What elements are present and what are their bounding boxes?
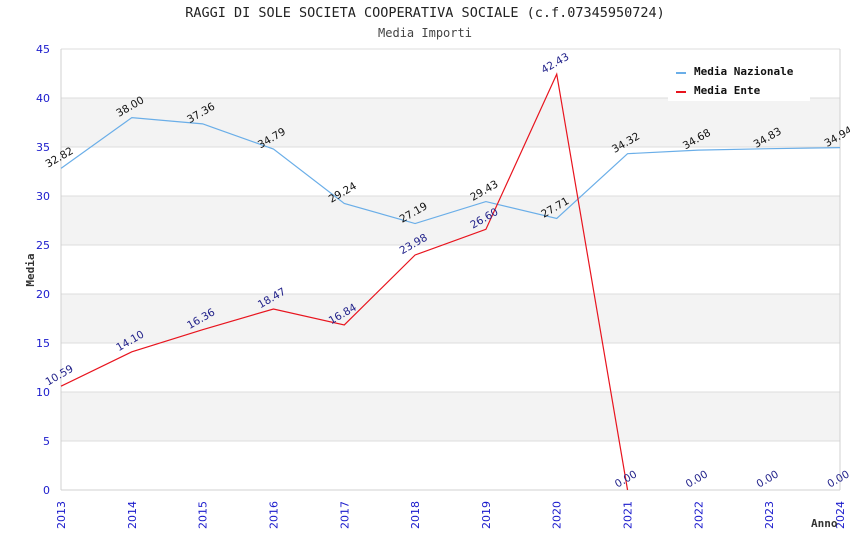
x-tick-label: 2018 bbox=[409, 501, 422, 529]
y-tick-label: 40 bbox=[36, 92, 50, 105]
y-tick-label: 0 bbox=[43, 484, 50, 497]
y-tick-label: 25 bbox=[36, 239, 50, 252]
y-tick-label: 20 bbox=[36, 288, 50, 301]
grid-band bbox=[61, 98, 840, 147]
y-tick-label: 5 bbox=[43, 435, 50, 448]
x-tick-label: 2022 bbox=[692, 501, 705, 529]
x-tick-labels: 2013 2014 2015 2016 2017 2018 2019 2020 2021 2022… bbox=[55, 501, 847, 529]
y-tick-label: 10 bbox=[36, 386, 50, 399]
x-tick-label: 2015 bbox=[197, 501, 210, 529]
grid-band bbox=[61, 294, 840, 343]
axes bbox=[60, 49, 841, 491]
legend-box bbox=[668, 60, 810, 101]
x-tick-label: 2024 bbox=[834, 501, 847, 529]
chart-subtitle: Media Importi bbox=[378, 26, 472, 40]
chart-title: RAGGI DI SOLE SOCIETA COOPERATIVA SOCIAL… bbox=[185, 5, 665, 21]
x-tick-label: 2017 bbox=[338, 501, 351, 529]
series-lines bbox=[60, 72, 841, 491]
series-line-media-ente bbox=[60, 72, 629, 491]
grid-band bbox=[61, 343, 840, 392]
background-bands bbox=[61, 49, 840, 490]
x-tick-label: 2020 bbox=[551, 501, 564, 529]
grid-band bbox=[61, 147, 840, 196]
grid-band bbox=[61, 441, 840, 490]
gridlines bbox=[61, 48, 840, 491]
legend-label-media-ente: Media Ente bbox=[694, 84, 761, 97]
grid-band bbox=[61, 245, 840, 294]
x-tick-label: 2013 bbox=[55, 501, 68, 529]
legend-label-media-nazionale: Media Nazionale bbox=[694, 65, 794, 78]
y-axis-title: Media bbox=[24, 253, 37, 286]
y-tick-labels: 0 5 10 15 20 25 30 35 40 45 bbox=[36, 43, 50, 497]
y-tick-label: 30 bbox=[36, 190, 50, 203]
x-tick-label: 2014 bbox=[126, 501, 139, 529]
x-tick-label: 2021 bbox=[622, 501, 635, 529]
grid-band bbox=[61, 196, 840, 245]
x-tick-label: 2019 bbox=[480, 501, 493, 529]
grid-band bbox=[61, 392, 840, 441]
legend: Media Nazionale Media Ente bbox=[668, 60, 810, 101]
y-tick-label: 35 bbox=[36, 141, 50, 154]
x-tick-label: 2016 bbox=[267, 501, 280, 529]
series-line-media-nazionale bbox=[60, 116, 841, 225]
x-axis-title: Anno bbox=[811, 517, 838, 530]
x-tick-label: 2023 bbox=[763, 501, 776, 529]
y-tick-label: 15 bbox=[36, 337, 50, 350]
y-tick-label: 45 bbox=[36, 43, 50, 56]
